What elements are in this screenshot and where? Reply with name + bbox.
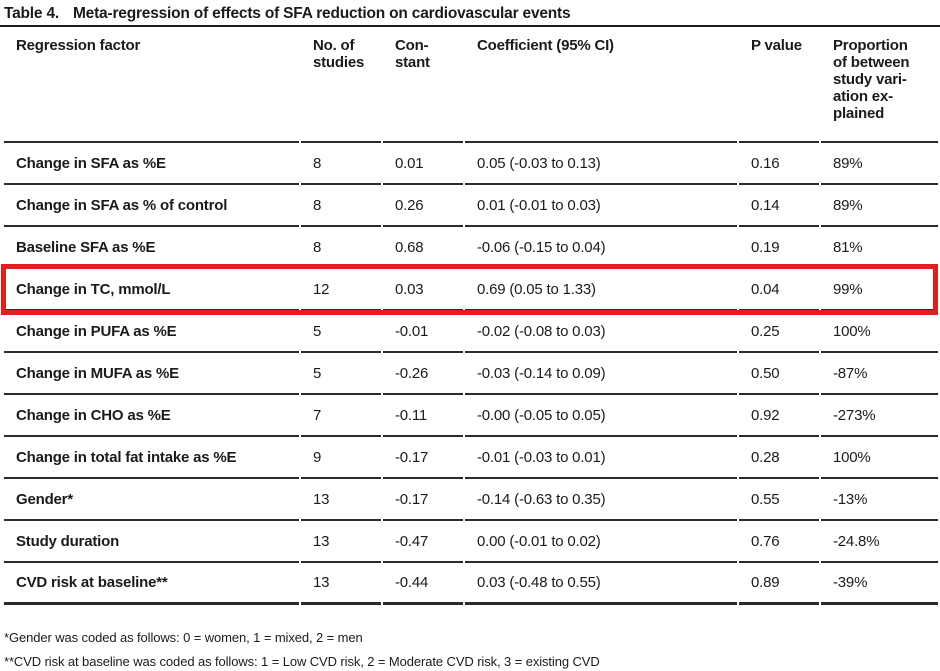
cell-studies: 5 bbox=[301, 353, 381, 395]
table-row: Change in TC, mmol/L 12 0.03 0.69 (0.05 to … bbox=[4, 269, 938, 311]
column-header-regression-factor: Regression factor bbox=[4, 27, 299, 143]
cell-coefficient: -0.06 (-0.15 to 0.04) bbox=[465, 227, 737, 269]
table-row: Change in PUFA as %E 5 -0.01 -0.02 (-0.08 t… bbox=[4, 311, 938, 353]
table-body: Change in SFA as %E 8 0.01 0.05 (-0.03 to 0… bbox=[4, 143, 938, 605]
cell-constant: -0.47 bbox=[383, 521, 463, 563]
cell-proportion: 100% bbox=[821, 437, 938, 479]
table-row: Study duration 13 -0.47 0.00 (-0.01 to 0.02… bbox=[4, 521, 938, 563]
cell-coefficient: 0.03 (-0.48 to 0.55) bbox=[465, 563, 737, 605]
column-header-coefficient: Coefficient (95% CI) bbox=[465, 27, 737, 143]
cell-studies: 13 bbox=[301, 521, 381, 563]
cell-proportion: -273% bbox=[821, 395, 938, 437]
cell-factor: Change in PUFA as %E bbox=[4, 311, 299, 353]
cell-p-value: 0.14 bbox=[739, 185, 819, 227]
footnote-gender: *Gender was coded as follows: 0 = women,… bbox=[4, 630, 363, 645]
column-header-constant: Con- stant bbox=[383, 27, 463, 143]
cell-factor: Study duration bbox=[4, 521, 299, 563]
cell-p-value: 0.92 bbox=[739, 395, 819, 437]
cell-p-value: 0.28 bbox=[739, 437, 819, 479]
cell-studies: 8 bbox=[301, 185, 381, 227]
cell-coefficient: -0.14 (-0.63 to 0.35) bbox=[465, 479, 737, 521]
cell-p-value: 0.50 bbox=[739, 353, 819, 395]
cell-coefficient: 0.01 (-0.01 to 0.03) bbox=[465, 185, 737, 227]
cell-studies: 9 bbox=[301, 437, 381, 479]
table-row: CVD risk at baseline** 13 -0.44 0.03 (-0.48… bbox=[4, 563, 938, 605]
cell-coefficient: -0.00 (-0.05 to 0.05) bbox=[465, 395, 737, 437]
cell-p-value: 0.25 bbox=[739, 311, 819, 353]
cell-p-value: 0.16 bbox=[739, 143, 819, 185]
cell-studies: 13 bbox=[301, 563, 381, 605]
cell-proportion: 100% bbox=[821, 311, 938, 353]
cell-factor: Change in SFA as %E bbox=[4, 143, 299, 185]
cell-constant: 0.01 bbox=[383, 143, 463, 185]
cell-constant: 0.26 bbox=[383, 185, 463, 227]
cell-constant: 0.68 bbox=[383, 227, 463, 269]
table-row: Baseline SFA as %E 8 0.68 -0.06 (-0.15 to 0… bbox=[4, 227, 938, 269]
cell-constant: -0.01 bbox=[383, 311, 463, 353]
cell-factor: Gender* bbox=[4, 479, 299, 521]
cell-studies: 5 bbox=[301, 311, 381, 353]
cell-factor: Baseline SFA as %E bbox=[4, 227, 299, 269]
cell-factor: Change in TC, mmol/L bbox=[4, 269, 299, 311]
cell-proportion: 89% bbox=[821, 143, 938, 185]
table-row: Change in total fat intake as %E 9 -0.17 -0… bbox=[4, 437, 938, 479]
cell-p-value: 0.04 bbox=[739, 269, 819, 311]
table-row: Change in SFA as %E 8 0.01 0.05 (-0.03 to 0… bbox=[4, 143, 938, 185]
cell-proportion: -24.8% bbox=[821, 521, 938, 563]
footnote-cvd-risk: **CVD risk at baseline was coded as foll… bbox=[4, 654, 600, 669]
cell-constant: -0.17 bbox=[383, 437, 463, 479]
cell-constant: 0.03 bbox=[383, 269, 463, 311]
table-row: Change in MUFA as %E 5 -0.26 -0.03 (-0.14 t… bbox=[4, 353, 938, 395]
cell-proportion: 99% bbox=[821, 269, 938, 311]
cell-coefficient: -0.01 (-0.03 to 0.01) bbox=[465, 437, 737, 479]
cell-proportion: -39% bbox=[821, 563, 938, 605]
cell-studies: 8 bbox=[301, 227, 381, 269]
footnotes: *Gender was coded as follows: 0 = women,… bbox=[4, 626, 940, 671]
cell-coefficient: 0.05 (-0.03 to 0.13) bbox=[465, 143, 737, 185]
table-row: Change in SFA as % of control 8 0.26 0.01 (… bbox=[4, 185, 938, 227]
table-caption: Meta-regression of effects of SFA reduct… bbox=[72, 5, 571, 22]
cell-coefficient: 0.69 (0.05 to 1.33) bbox=[465, 269, 737, 311]
cell-proportion: -87% bbox=[821, 353, 938, 395]
column-header-no-of-studies: No. of studies bbox=[301, 27, 381, 143]
cell-factor: CVD risk at baseline** bbox=[4, 563, 299, 605]
table-title: Table 4. Meta-regression of effects of SF… bbox=[0, 0, 940, 27]
cell-studies: 8 bbox=[301, 143, 381, 185]
table-row: Change in CHO as %E 7 -0.11 -0.00 (-0.05 to… bbox=[4, 395, 938, 437]
cell-p-value: 0.89 bbox=[739, 563, 819, 605]
cell-studies: 7 bbox=[301, 395, 381, 437]
cell-studies: 13 bbox=[301, 479, 381, 521]
cell-factor: Change in MUFA as %E bbox=[4, 353, 299, 395]
cell-p-value: 0.19 bbox=[739, 227, 819, 269]
cell-proportion: -13% bbox=[821, 479, 938, 521]
cell-proportion: 89% bbox=[821, 185, 938, 227]
cell-coefficient: 0.00 (-0.01 to 0.02) bbox=[465, 521, 737, 563]
meta-regression-table: Regression factor No. of studies Con- st… bbox=[2, 27, 940, 605]
cell-constant: -0.17 bbox=[383, 479, 463, 521]
cell-factor: Change in total fat intake as %E bbox=[4, 437, 299, 479]
table-row: Gender* 13 -0.17 -0.14 (-0.63 to 0.35) 0.55-… bbox=[4, 479, 938, 521]
column-header-p-value: P value bbox=[739, 27, 819, 143]
cell-factor: Change in CHO as %E bbox=[4, 395, 299, 437]
cell-constant: -0.26 bbox=[383, 353, 463, 395]
cell-proportion: 81% bbox=[821, 227, 938, 269]
cell-constant: -0.11 bbox=[383, 395, 463, 437]
cell-constant: -0.44 bbox=[383, 563, 463, 605]
cell-factor: Change in SFA as % of control bbox=[4, 185, 299, 227]
cell-p-value: 0.76 bbox=[739, 521, 819, 563]
cell-studies: 12 bbox=[301, 269, 381, 311]
header-row: Regression factor No. of studies Con- st… bbox=[4, 27, 938, 143]
cell-coefficient: -0.03 (-0.14 to 0.09) bbox=[465, 353, 737, 395]
cell-coefficient: -0.02 (-0.08 to 0.03) bbox=[465, 311, 737, 353]
column-header-proportion: Proportion of between study vari- ation … bbox=[821, 27, 938, 143]
table-number: Table 4. bbox=[4, 5, 59, 22]
cell-p-value: 0.55 bbox=[739, 479, 819, 521]
